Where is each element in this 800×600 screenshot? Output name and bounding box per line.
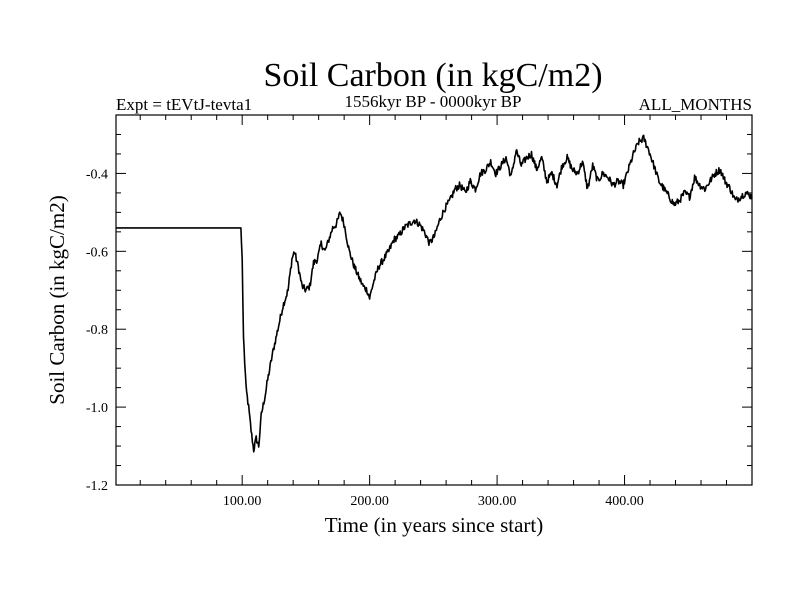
soil-carbon-series-line	[115, 134, 753, 453]
y-tick-label: -0.6	[86, 245, 108, 260]
x-tick-labels: 100.00 200.00 300.00 400.00	[223, 494, 644, 509]
tick-marks	[116, 115, 752, 486]
y-tick-label: -1.2	[86, 479, 108, 494]
x-tick-label: 200.00	[350, 494, 389, 509]
time-range-label: 1556kyr BP - 0000kyr BP	[345, 92, 522, 111]
x-axis-label: Time (in years since start)	[325, 513, 544, 537]
y-tick-label: -0.4	[86, 167, 108, 182]
plot-frame	[115, 114, 753, 486]
x-tick-label: 100.00	[223, 494, 262, 509]
experiment-label: Expt = tEVtJ-tevta1	[116, 95, 252, 114]
y-tick-label: -1.0	[86, 401, 108, 416]
y-tick-label: -0.8	[86, 323, 108, 338]
x-tick-label: 300.00	[478, 494, 517, 509]
months-label: ALL_MONTHS	[639, 95, 752, 114]
y-axis-label: Soil Carbon (in kgC/m2)	[45, 195, 69, 404]
x-tick-label: 400.00	[605, 494, 644, 509]
chart-title: Soil Carbon (in kgC/m2)	[263, 57, 602, 94]
y-tick-labels: -1.2 -1.0 -0.8 -0.6 -0.4	[86, 167, 108, 494]
